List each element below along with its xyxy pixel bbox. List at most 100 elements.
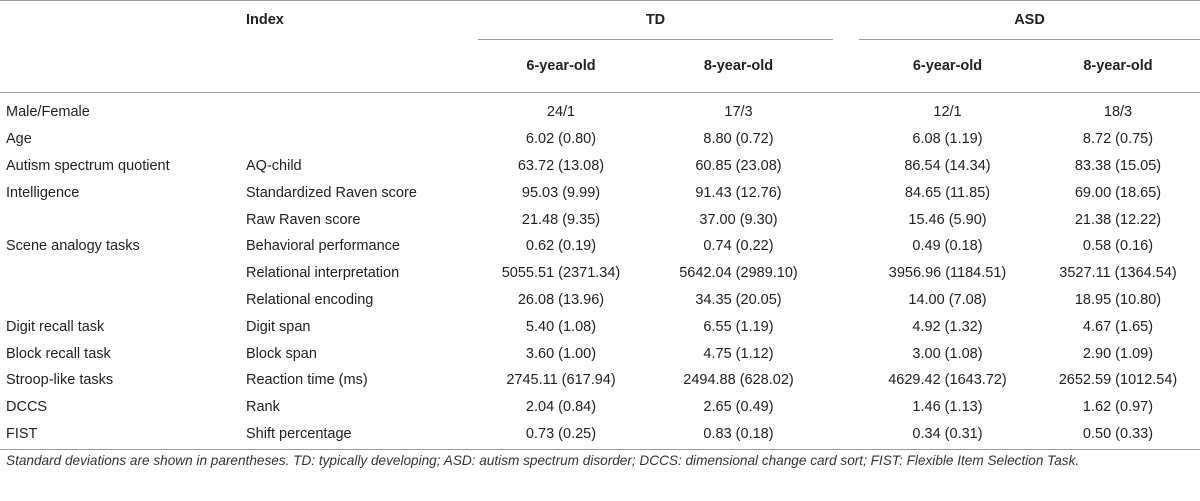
value-td-8: 2494.88 (628.02) [683, 372, 794, 389]
row-label [0, 206, 246, 233]
value-td-8: 17/3 [724, 104, 753, 121]
spacer-cell [452, 313, 478, 340]
value-asd-8: 2.90 (1.09) [1082, 345, 1154, 362]
spacer-cell [833, 179, 859, 206]
row-index: Shift percentage [246, 420, 452, 451]
spacer-cell [452, 93, 478, 126]
spacer-cell [452, 233, 478, 260]
value-td-8: 5642.04 (2989.10) [679, 265, 798, 282]
table-row: Stroop-like tasks Reaction time (ms) 2745.… [0, 367, 1200, 394]
row-index: Rank [246, 399, 280, 416]
value-asd-8: 83.38 (15.05) [1074, 157, 1162, 174]
spacer-cell [833, 420, 859, 451]
value-asd-8: 4.67 (1.65) [1082, 318, 1154, 335]
row-label: Autism spectrum quotient [6, 157, 170, 174]
value-td-6: 2745.11 (617.94) [506, 372, 616, 389]
value-td-6: 0.73 (0.25) [478, 420, 644, 451]
value-asd-8: 0.50 (0.33) [1036, 420, 1200, 451]
age-header-asd-6: 6-year-old [859, 39, 1036, 93]
value-asd-6: 3956.96 (1184.51) [888, 265, 1007, 282]
value-asd-6: 86.54 (14.34) [904, 157, 991, 174]
age-header-td-6: 6-year-old [478, 39, 644, 93]
age-header-td-8: 8-year-old [644, 39, 833, 93]
spacer-cell [452, 394, 478, 421]
value-td-8: 91.43 (12.76) [695, 184, 782, 201]
spacer-cell [452, 206, 478, 233]
value-asd-8: 3527.11 (1364.54) [1059, 265, 1177, 282]
spacer-cell [833, 126, 859, 153]
value-td-6: 2.04 (0.84) [525, 399, 597, 416]
value-asd-6: 4.92 (1.32) [912, 318, 983, 335]
value-td-8: 4.75 (1.12) [703, 345, 774, 362]
value-td-8: 60.85 (23.08) [695, 157, 782, 174]
value-asd-6: 14.00 (7.08) [908, 291, 987, 308]
table-row: Autism spectrum quotient AQ-child 63.72 (1… [0, 153, 1200, 180]
value-asd-6: 0.49 (0.18) [912, 238, 983, 255]
table-row: Male/Female 24/1 17/3 12/1 18/3 [0, 93, 1200, 126]
value-asd-8: 21.38 (12.22) [1074, 211, 1162, 228]
value-td-6: 26.08 (13.96) [517, 291, 605, 308]
value-td-8: 6.55 (1.19) [703, 318, 774, 335]
row-index: Digit span [246, 318, 311, 335]
value-asd-8: 18.95 (10.80) [1074, 291, 1162, 308]
row-index: Reaction time (ms) [246, 372, 368, 389]
spacer-cell [833, 233, 859, 260]
spacer-cell [833, 313, 859, 340]
spacer-cell [452, 126, 478, 153]
spacer-cell [833, 367, 859, 394]
row-index: Behavioral performance [246, 238, 400, 255]
index-column-header: Index [246, 0, 452, 40]
row-index: AQ-child [246, 157, 302, 174]
table-footnote: Standard deviations are shown in parenth… [6, 453, 1080, 468]
value-asd-8: 1.62 (0.97) [1082, 399, 1154, 416]
value-asd-6: 4629.42 (1643.72) [888, 372, 1007, 389]
value-td-6: 63.72 (13.08) [517, 157, 605, 174]
row-label: Block recall task [6, 345, 111, 362]
value-td-6: 5055.51 (2371.34) [501, 265, 621, 282]
row-index [246, 126, 452, 153]
value-asd-6: 0.34 (0.31) [859, 420, 1036, 451]
age-header-asd-8: 8-year-old [1036, 39, 1200, 93]
table-row: Digit recall task Digit span 5.40 (1.08) 6.… [0, 313, 1200, 340]
value-asd-6: 15.46 (5.90) [908, 211, 987, 228]
spacer-cell [452, 179, 478, 206]
spacer-cell [452, 420, 478, 451]
value-asd-6: 12/1 [933, 104, 962, 121]
row-index: Raw Raven score [246, 211, 361, 228]
spacer-cell [833, 153, 859, 180]
value-td-8: 0.74 (0.22) [703, 238, 774, 255]
table-row: FIST Shift percentage 0.73 (0.25) 0.83 (0.1… [0, 420, 1200, 451]
value-td-6: 3.60 (1.00) [525, 345, 597, 362]
row-label: Age [6, 131, 32, 148]
spacer-cell [452, 153, 478, 180]
value-td-6: 5.40 (1.08) [525, 318, 597, 335]
row-index: Relational interpretation [246, 265, 400, 282]
value-td-8: 2.65 (0.49) [703, 399, 774, 416]
value-asd-8: 8.72 (0.75) [1082, 131, 1154, 148]
value-asd-6: 1.46 (1.13) [912, 399, 983, 416]
spacer-cell [452, 260, 478, 287]
row-index [246, 93, 452, 126]
value-td-6: 0.62 (0.19) [525, 238, 597, 255]
value-asd-8: 18/3 [1103, 104, 1133, 121]
value-td-8: 34.35 (20.05) [695, 291, 782, 308]
value-asd-8: 2652.59 (1012.54) [1058, 372, 1178, 389]
value-td-6: 95.03 (9.99) [521, 184, 601, 201]
value-td-6: 21.48 (9.35) [521, 211, 601, 228]
row-index: Standardized Raven score [246, 184, 417, 201]
value-td-8: 0.83 (0.18) [644, 420, 833, 451]
table-row: Age 6.02 (0.80) 8.80 (0.72) 6.08 (1.19) 8.72… [0, 126, 1200, 153]
table-row: DCCS Rank 2.04 (0.84) 2.65 (0.49) 1.46 (1.13… [0, 394, 1200, 421]
row-label: Scene analogy tasks [6, 238, 140, 255]
group-header-td: TD [478, 0, 833, 40]
value-asd-6: 3.00 (1.08) [912, 345, 983, 362]
spacer-cell [833, 93, 859, 126]
row-label [0, 260, 246, 287]
row-label: DCCS [6, 399, 48, 416]
value-asd-8: 0.58 (0.16) [1082, 238, 1154, 255]
row-label [0, 287, 246, 314]
row-index: Block span [246, 345, 317, 362]
table-row: Relational interpretation 5055.51 (2371.3… [0, 260, 1200, 287]
value-td-6: 6.02 (0.80) [525, 131, 597, 148]
